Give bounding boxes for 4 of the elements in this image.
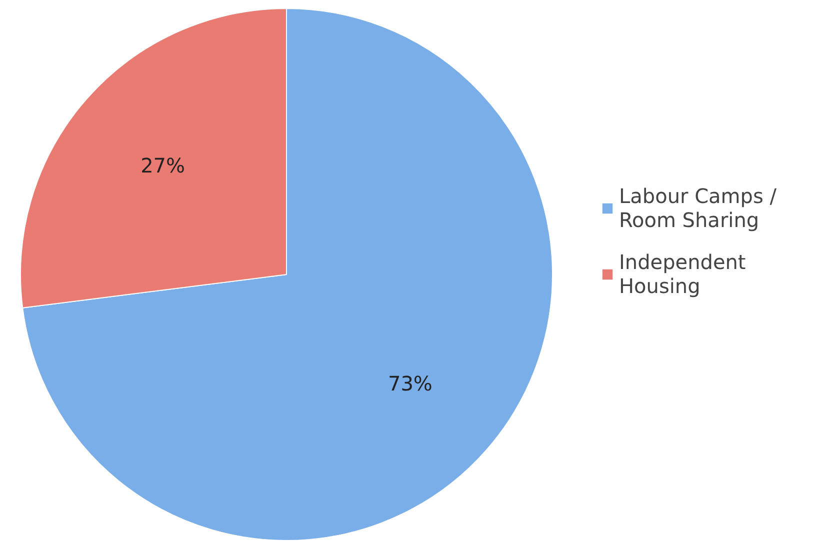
data-label: 27% xyxy=(140,153,186,178)
data-label: 73% xyxy=(388,372,432,396)
legend-label: Labour Camps / Room Sharing xyxy=(619,184,776,232)
legend-label: Independent Housing xyxy=(619,250,746,298)
